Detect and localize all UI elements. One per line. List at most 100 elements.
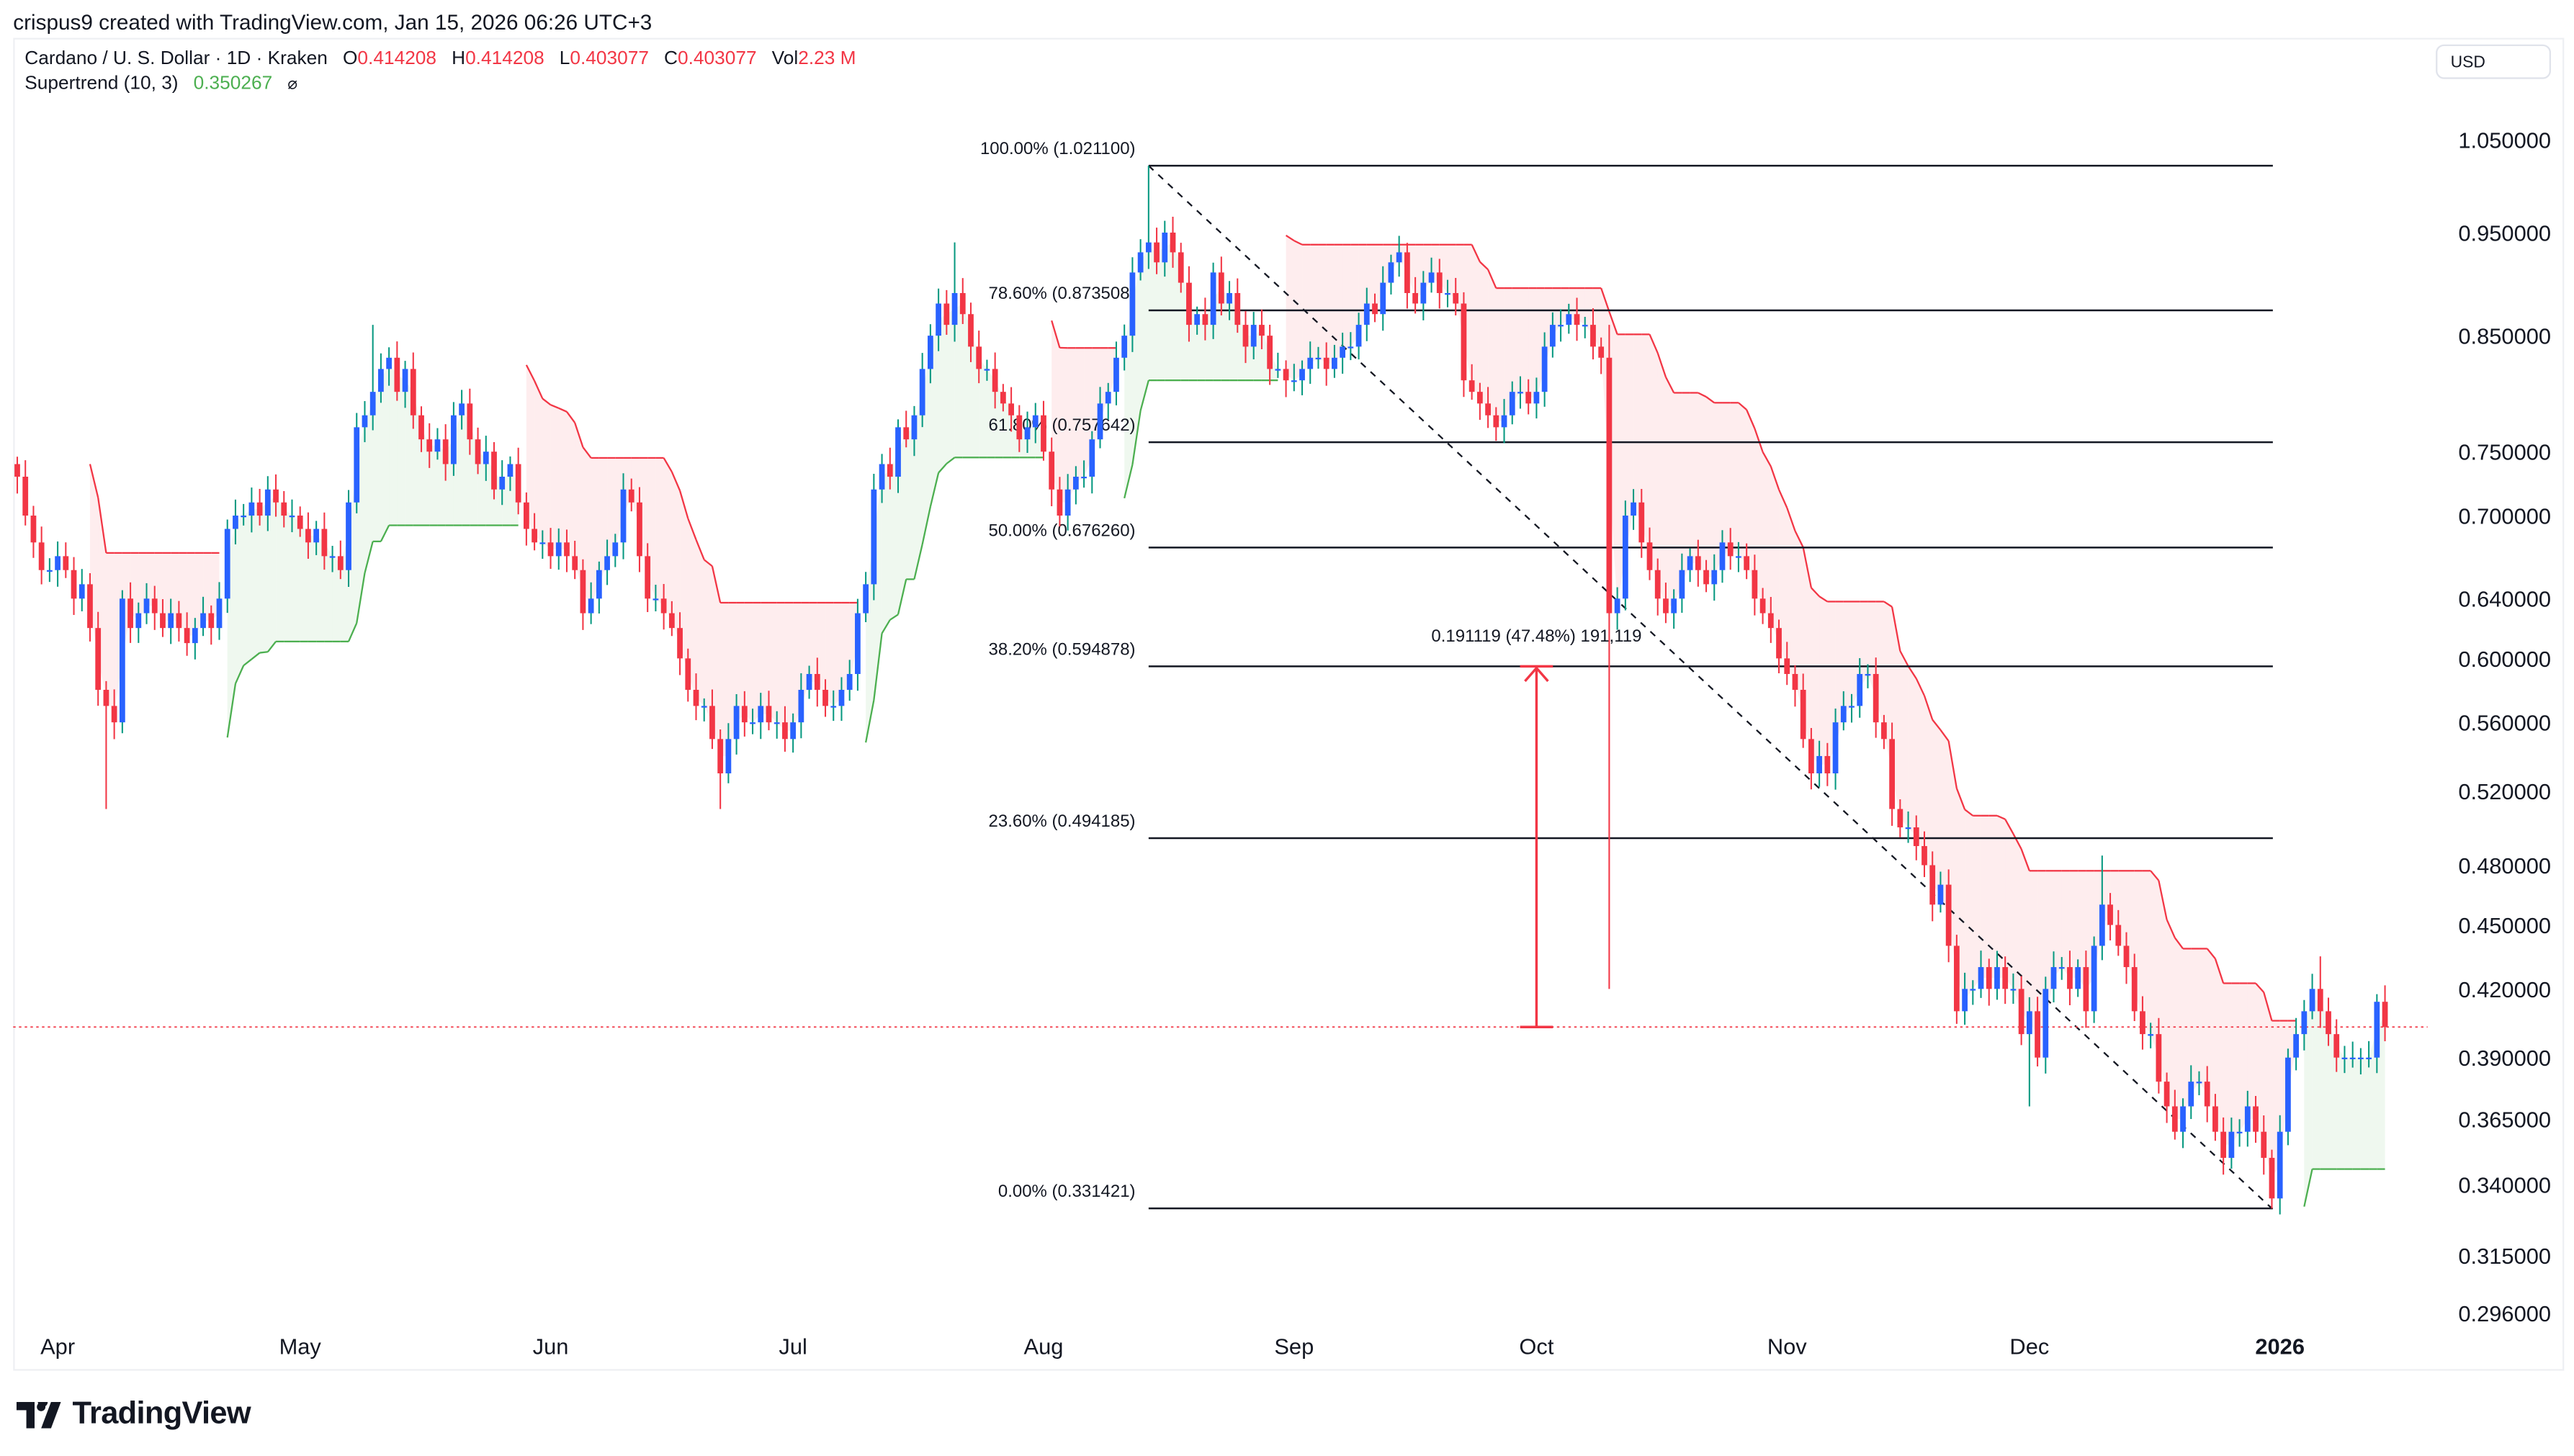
- supertrend-down-segment: [1738, 402, 1747, 410]
- candle: [1242, 310, 1249, 364]
- supertrend-up-segment: [881, 619, 891, 634]
- candle: [838, 677, 845, 722]
- candle: [346, 490, 351, 588]
- candle-body: [1711, 570, 1718, 585]
- supertrend-fill: [671, 472, 681, 644]
- fib-level-label: 38.20% (0.594878): [989, 639, 1136, 659]
- supertrend-fill: [526, 364, 535, 536]
- candle-body: [588, 598, 594, 614]
- supertrend-fill: [720, 603, 729, 756]
- candle-body: [264, 489, 271, 516]
- supertrend-fill: [2061, 871, 2070, 979]
- candle-body: [2309, 989, 2315, 1012]
- candle-body: [241, 516, 247, 518]
- candle-body: [2083, 967, 2089, 1012]
- candle: [71, 557, 77, 616]
- candle: [1582, 316, 1588, 338]
- supertrend-fill: [2239, 983, 2248, 1132]
- supertrend-down-segment: [1891, 606, 1901, 652]
- candle: [1687, 548, 1693, 583]
- candle-body: [451, 415, 457, 464]
- supertrend-fill: [1011, 409, 1020, 458]
- supertrend-fill: [1067, 348, 1076, 503]
- candle-body: [1970, 989, 1976, 991]
- candle-body: [1978, 967, 1984, 989]
- candle-body: [321, 529, 328, 557]
- supertrend-down-segment: [582, 446, 592, 459]
- supertrend-fill: [477, 451, 486, 526]
- supertrend-fill: [300, 522, 308, 642]
- supertrend-fill: [2247, 983, 2256, 1119]
- supertrend-fill: [1779, 489, 1788, 667]
- candle: [1081, 460, 1087, 488]
- candle: [992, 352, 998, 409]
- candle-body: [580, 570, 586, 614]
- candle-body: [2253, 1106, 2259, 1132]
- candle-body: [2244, 1106, 2251, 1132]
- x-tick-label: Sep: [1274, 1334, 1314, 1360]
- candle-body: [1638, 502, 1645, 543]
- candle-body: [1202, 314, 1208, 325]
- candle: [2010, 973, 2017, 1004]
- candle: [2156, 1017, 2162, 1094]
- candle: [1445, 279, 1450, 307]
- supertrend-down-segment: [1051, 320, 1061, 349]
- candle-body: [1744, 556, 1750, 570]
- supertrend-fill: [768, 603, 777, 723]
- supertrend-fill: [1932, 719, 1941, 895]
- supertrend-up-segment: [873, 633, 883, 701]
- tradingview-logo[interactable]: TradingView: [16, 1397, 251, 1433]
- candle-body: [2196, 1082, 2202, 1084]
- currency-button[interactable]: USD: [2436, 44, 2552, 79]
- candle: [532, 513, 537, 551]
- candle-body: [1072, 477, 1079, 490]
- supertrend-fill: [1770, 466, 1780, 644]
- candle: [297, 506, 303, 537]
- candle-body: [1057, 489, 1063, 516]
- candle: [103, 680, 109, 809]
- candle-body: [653, 598, 659, 601]
- candle-body: [2091, 945, 2097, 1012]
- candle: [1800, 673, 1806, 748]
- indicator-name[interactable]: Supertrend (10, 3): [24, 73, 179, 94]
- candle: [766, 691, 772, 731]
- candle-body: [1186, 282, 1192, 325]
- supertrend-fill: [276, 495, 284, 642]
- hidden-eye-icon[interactable]: ⌀: [287, 76, 298, 94]
- candle: [475, 427, 481, 475]
- candle-body: [1436, 272, 1443, 293]
- candle-body: [369, 392, 376, 415]
- candle: [1186, 266, 1192, 342]
- candle-body: [645, 556, 651, 599]
- supertrend-fill: [2013, 833, 2022, 1012]
- candle: [1493, 407, 1499, 441]
- supertrend-down-segment: [1664, 377, 1675, 394]
- supertrend-down-segment: [1649, 333, 1659, 354]
- candle-body: [1154, 242, 1160, 263]
- candle-body: [1363, 303, 1370, 325]
- supertrend-fill: [639, 457, 648, 578]
- supertrend-fill: [1973, 815, 1981, 989]
- candle: [1719, 530, 1726, 583]
- candle: [879, 454, 885, 503]
- supertrend-fill: [2151, 871, 2159, 1058]
- candle: [233, 499, 238, 545]
- candle-body: [1517, 392, 1523, 394]
- candle-body: [871, 489, 877, 585]
- candle-body: [539, 542, 546, 544]
- candle: [1016, 405, 1023, 452]
- candle-body: [992, 369, 998, 392]
- supertrend-fill: [1512, 288, 1520, 404]
- y-tick-label: 0.390000: [2458, 1046, 2551, 1071]
- supertrend-fill: [1479, 261, 1489, 410]
- candle: [1250, 312, 1257, 359]
- candle-body: [1598, 346, 1605, 358]
- candle: [1849, 693, 1855, 723]
- candle-body: [1420, 282, 1427, 304]
- supertrend-fill: [1447, 244, 1456, 299]
- candle-body: [410, 369, 416, 415]
- candle-body: [1291, 380, 1297, 382]
- symbol-name[interactable]: Cardano / U. S. Dollar · 1D · Kraken: [24, 49, 328, 69]
